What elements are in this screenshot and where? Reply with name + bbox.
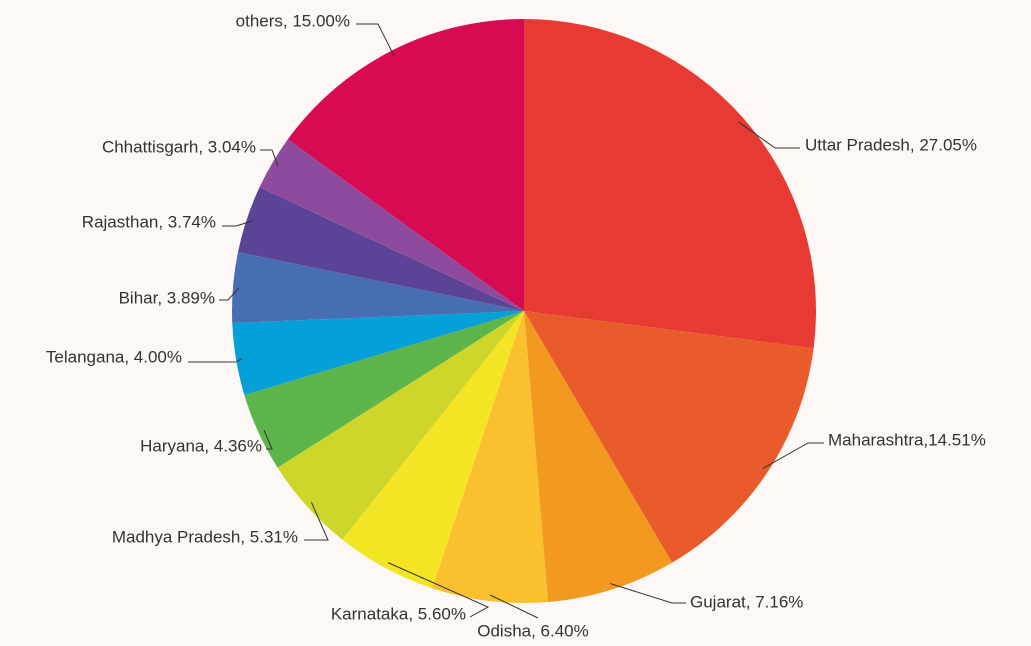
pie-slice [432,311,548,604]
pie-slice [287,19,524,311]
pie-slice [342,311,524,589]
leader-line [263,429,273,450]
leader-line [188,358,243,363]
data-label: Karnataka, 5.60% [331,604,466,623]
pie-slice [244,311,524,468]
data-label: Telangana, 4.00% [46,347,182,366]
data-label: Rajasthan, 3.74% [82,212,216,231]
pie-slice [232,311,524,396]
leader-line [219,287,240,301]
data-label: Madhya Pradesh, 5.31% [112,527,298,546]
leader-line [489,594,539,619]
pie-slice [238,187,524,311]
leader-line [356,23,395,57]
data-label: Bihar, 3.89% [119,288,215,307]
leader-line [304,502,329,541]
pie-slice [259,139,524,311]
data-label: Gujarat, 7.16% [690,592,803,611]
leader-line [260,149,279,166]
pie-slice [277,311,524,540]
pie-slice [524,19,816,349]
data-label: others, 15.00% [236,11,350,30]
leader-line [222,220,253,227]
leader-line [610,583,686,604]
leader-line [738,121,800,149]
pie-slice [524,311,673,603]
data-label: Odisha, 6.40% [477,621,589,640]
leader-line [762,442,824,469]
data-label: Haryana, 4.36% [140,436,262,455]
pie-slice [232,252,524,324]
data-label: Chhattisgarh, 3.04% [102,137,256,156]
data-label: Maharashtra,14.51% [828,430,986,449]
data-label: Uttar Pradesh, 27.05% [805,135,977,154]
pie-slice [524,311,814,563]
leader-line [387,562,490,618]
